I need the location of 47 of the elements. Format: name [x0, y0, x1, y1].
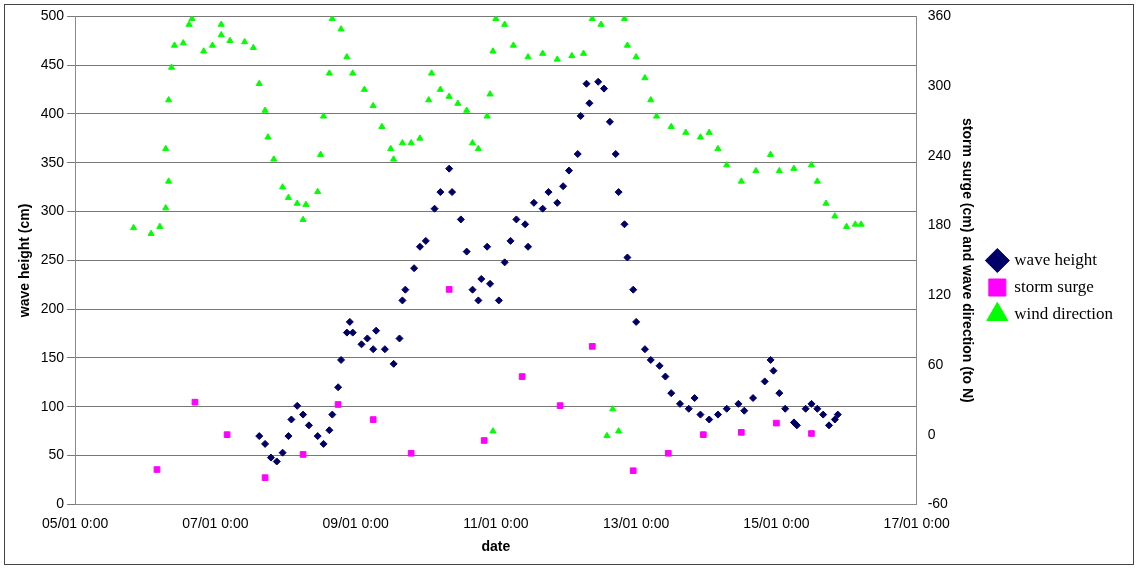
y-tick-label: 500: [40, 7, 65, 24]
y-tick-label: 250: [40, 251, 65, 268]
point: [261, 474, 269, 482]
x-axis-title: date: [481, 538, 511, 555]
y-tick-label: 450: [40, 56, 65, 73]
y-tick-label: 350: [40, 153, 65, 170]
y2-tick-label: 180: [927, 216, 952, 233]
point: [334, 401, 342, 408]
x-tick-label: 09/01 0:00: [322, 514, 389, 531]
x-tick-label: 11/01 0:00: [463, 514, 529, 531]
y2-tick-label: -60: [927, 495, 949, 512]
legend-label: storm surge: [1014, 276, 1094, 296]
point: [518, 373, 526, 380]
point: [738, 429, 745, 436]
point: [407, 449, 415, 457]
point: [773, 419, 780, 427]
x-tick-label: 17/01 0:00: [883, 514, 950, 531]
point: [153, 466, 161, 473]
x-tick-label: 07/01 0:00: [182, 514, 249, 531]
y2-tick-label: 360: [927, 7, 952, 24]
legend-label: wind direction: [1014, 303, 1114, 323]
point: [299, 451, 307, 458]
x-tick-label: 13/01 0:00: [603, 514, 670, 531]
point: [480, 437, 488, 444]
y2-tick-label: 240: [927, 146, 952, 163]
y-axis-title: wave height (cm): [16, 203, 33, 319]
y2-tick-label: 60: [927, 355, 944, 372]
x-tick-label: 05/01 0:00: [42, 514, 109, 531]
point: [808, 430, 815, 437]
point: [589, 343, 596, 350]
x-tick-label: 15/01 0:00: [743, 514, 810, 531]
point: [700, 431, 707, 439]
y2-axis-title: storm surge (cm) and wave direction (to N): [959, 118, 976, 403]
legend-label: wave height: [1014, 249, 1098, 269]
point: [664, 449, 672, 457]
y2-tick-label: 300: [927, 76, 952, 93]
y-tick-label: 150: [40, 348, 65, 365]
y2-tick-label: 0: [927, 425, 936, 442]
point: [191, 398, 199, 406]
y2-tick-label: 120: [927, 286, 952, 303]
y-tick-label: 0: [56, 495, 65, 512]
y-tick-label: 100: [40, 397, 65, 414]
y-tick-label: 400: [40, 104, 65, 121]
y-tick-label: 50: [48, 446, 65, 463]
y-tick-label: 200: [40, 300, 65, 317]
y-tick-label: 300: [40, 202, 65, 219]
point: [445, 286, 453, 293]
